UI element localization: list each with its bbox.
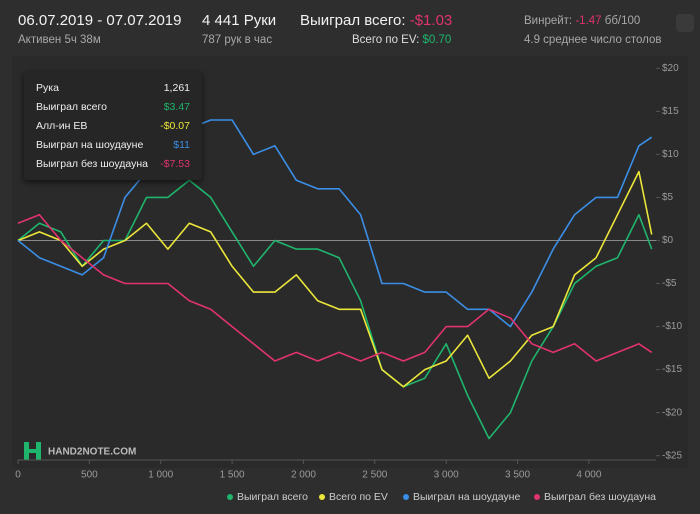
- winrate-value: -1.47: [575, 15, 602, 27]
- tooltip-row: Выиграл на шоудауне $11: [36, 139, 190, 157]
- y-tick-label: -$10: [662, 321, 682, 332]
- tooltip-value: -$7.53: [160, 158, 190, 170]
- logo: [24, 442, 41, 460]
- legend-label: Всего по EV: [329, 491, 388, 503]
- tooltip-value: 1,261: [163, 82, 190, 94]
- tooltip-label: Выиграл всего: [36, 101, 107, 113]
- x-tick-label: 4 000: [576, 470, 601, 481]
- hands: 4 441 Руки: [202, 12, 277, 29]
- ev-total: Всего по EV: $0.70: [352, 34, 451, 46]
- y-tick-label: $5: [662, 192, 674, 203]
- date-range: 06.07.2019 - 07.07.2019: [18, 12, 182, 29]
- won-value: -$1.03: [409, 12, 453, 29]
- x-tick-label: 3 500: [505, 470, 530, 481]
- tooltip-value: -$0.07: [160, 120, 190, 132]
- winrate-unit: бб/100: [604, 15, 641, 27]
- series-line: [17, 170, 653, 388]
- winrate-label: Винрейт:: [524, 15, 573, 27]
- legend-label: Выиграл без шоудауна: [544, 491, 656, 503]
- tooltip-label: Выиграл на шоудауне: [36, 139, 144, 151]
- y-tick-label: $15: [662, 106, 679, 117]
- tooltip-row: Рука 1,261: [36, 82, 190, 100]
- x-tick-label: 500: [81, 470, 98, 481]
- x-tick-label: 1 000: [148, 470, 173, 481]
- watermark: HAND2NOTE.COM: [48, 447, 136, 458]
- y-tick-label: -$20: [662, 407, 682, 418]
- tooltip-label: Выиграл без шоудауна: [36, 158, 148, 170]
- legend-marker: [227, 494, 233, 500]
- ev-value: $0.70: [422, 34, 452, 46]
- tooltip: Рука 1,261 Выиграл всего $3.47 Алл-ин EB -$0.…: [24, 72, 202, 180]
- settings-button[interactable]: [676, 14, 694, 32]
- legend-label: Выиграл на шоудауне: [413, 491, 520, 503]
- x-tick-label: 2 500: [362, 470, 387, 481]
- tooltip-value: $3.47: [163, 101, 190, 113]
- y-tick-label: $10: [662, 149, 679, 160]
- tooltip-label: Алл-ин EB: [36, 120, 88, 132]
- y-tick-label: -$5: [662, 278, 677, 289]
- tooltip-row: Выиграл всего $3.47: [36, 101, 190, 119]
- y-tick-label: $0: [662, 235, 674, 246]
- tooltip-row: Алл-ин EB -$0.07: [36, 120, 190, 138]
- x-tick-label: 1 500: [220, 470, 245, 481]
- winrate: Винрейт: -1.47 бб/100: [524, 15, 640, 27]
- series-line: [17, 213, 653, 362]
- y-tick-label: $20: [662, 63, 679, 74]
- ev-label: Всего по EV:: [352, 34, 420, 46]
- active-time: Активен 5ч 38м: [18, 34, 101, 46]
- y-tick-label: -$25: [662, 450, 682, 461]
- legend-marker: [534, 494, 540, 500]
- tooltip-value: $11: [173, 139, 190, 151]
- hands-per-hour: 787 рук в час: [202, 34, 273, 46]
- won-label: Выиграл всего:: [300, 12, 406, 29]
- won-total: Выиграл всего: -$1.03: [300, 12, 452, 29]
- legend-label: Выиграл всего: [237, 491, 308, 503]
- tooltip-label: Рука: [36, 82, 59, 94]
- tooltip-row: Выиграл без шоудауна -$7.53: [36, 158, 190, 176]
- y-tick-label: -$15: [662, 364, 682, 375]
- legend-marker: [403, 494, 409, 500]
- legend-marker: [319, 494, 325, 500]
- tables: 4.9 среднее число столов: [524, 34, 662, 46]
- x-tick-label: 0: [15, 470, 21, 481]
- series-line: [17, 119, 653, 328]
- x-tick-label: 2 000: [291, 470, 316, 481]
- x-tick-label: 3 000: [434, 470, 459, 481]
